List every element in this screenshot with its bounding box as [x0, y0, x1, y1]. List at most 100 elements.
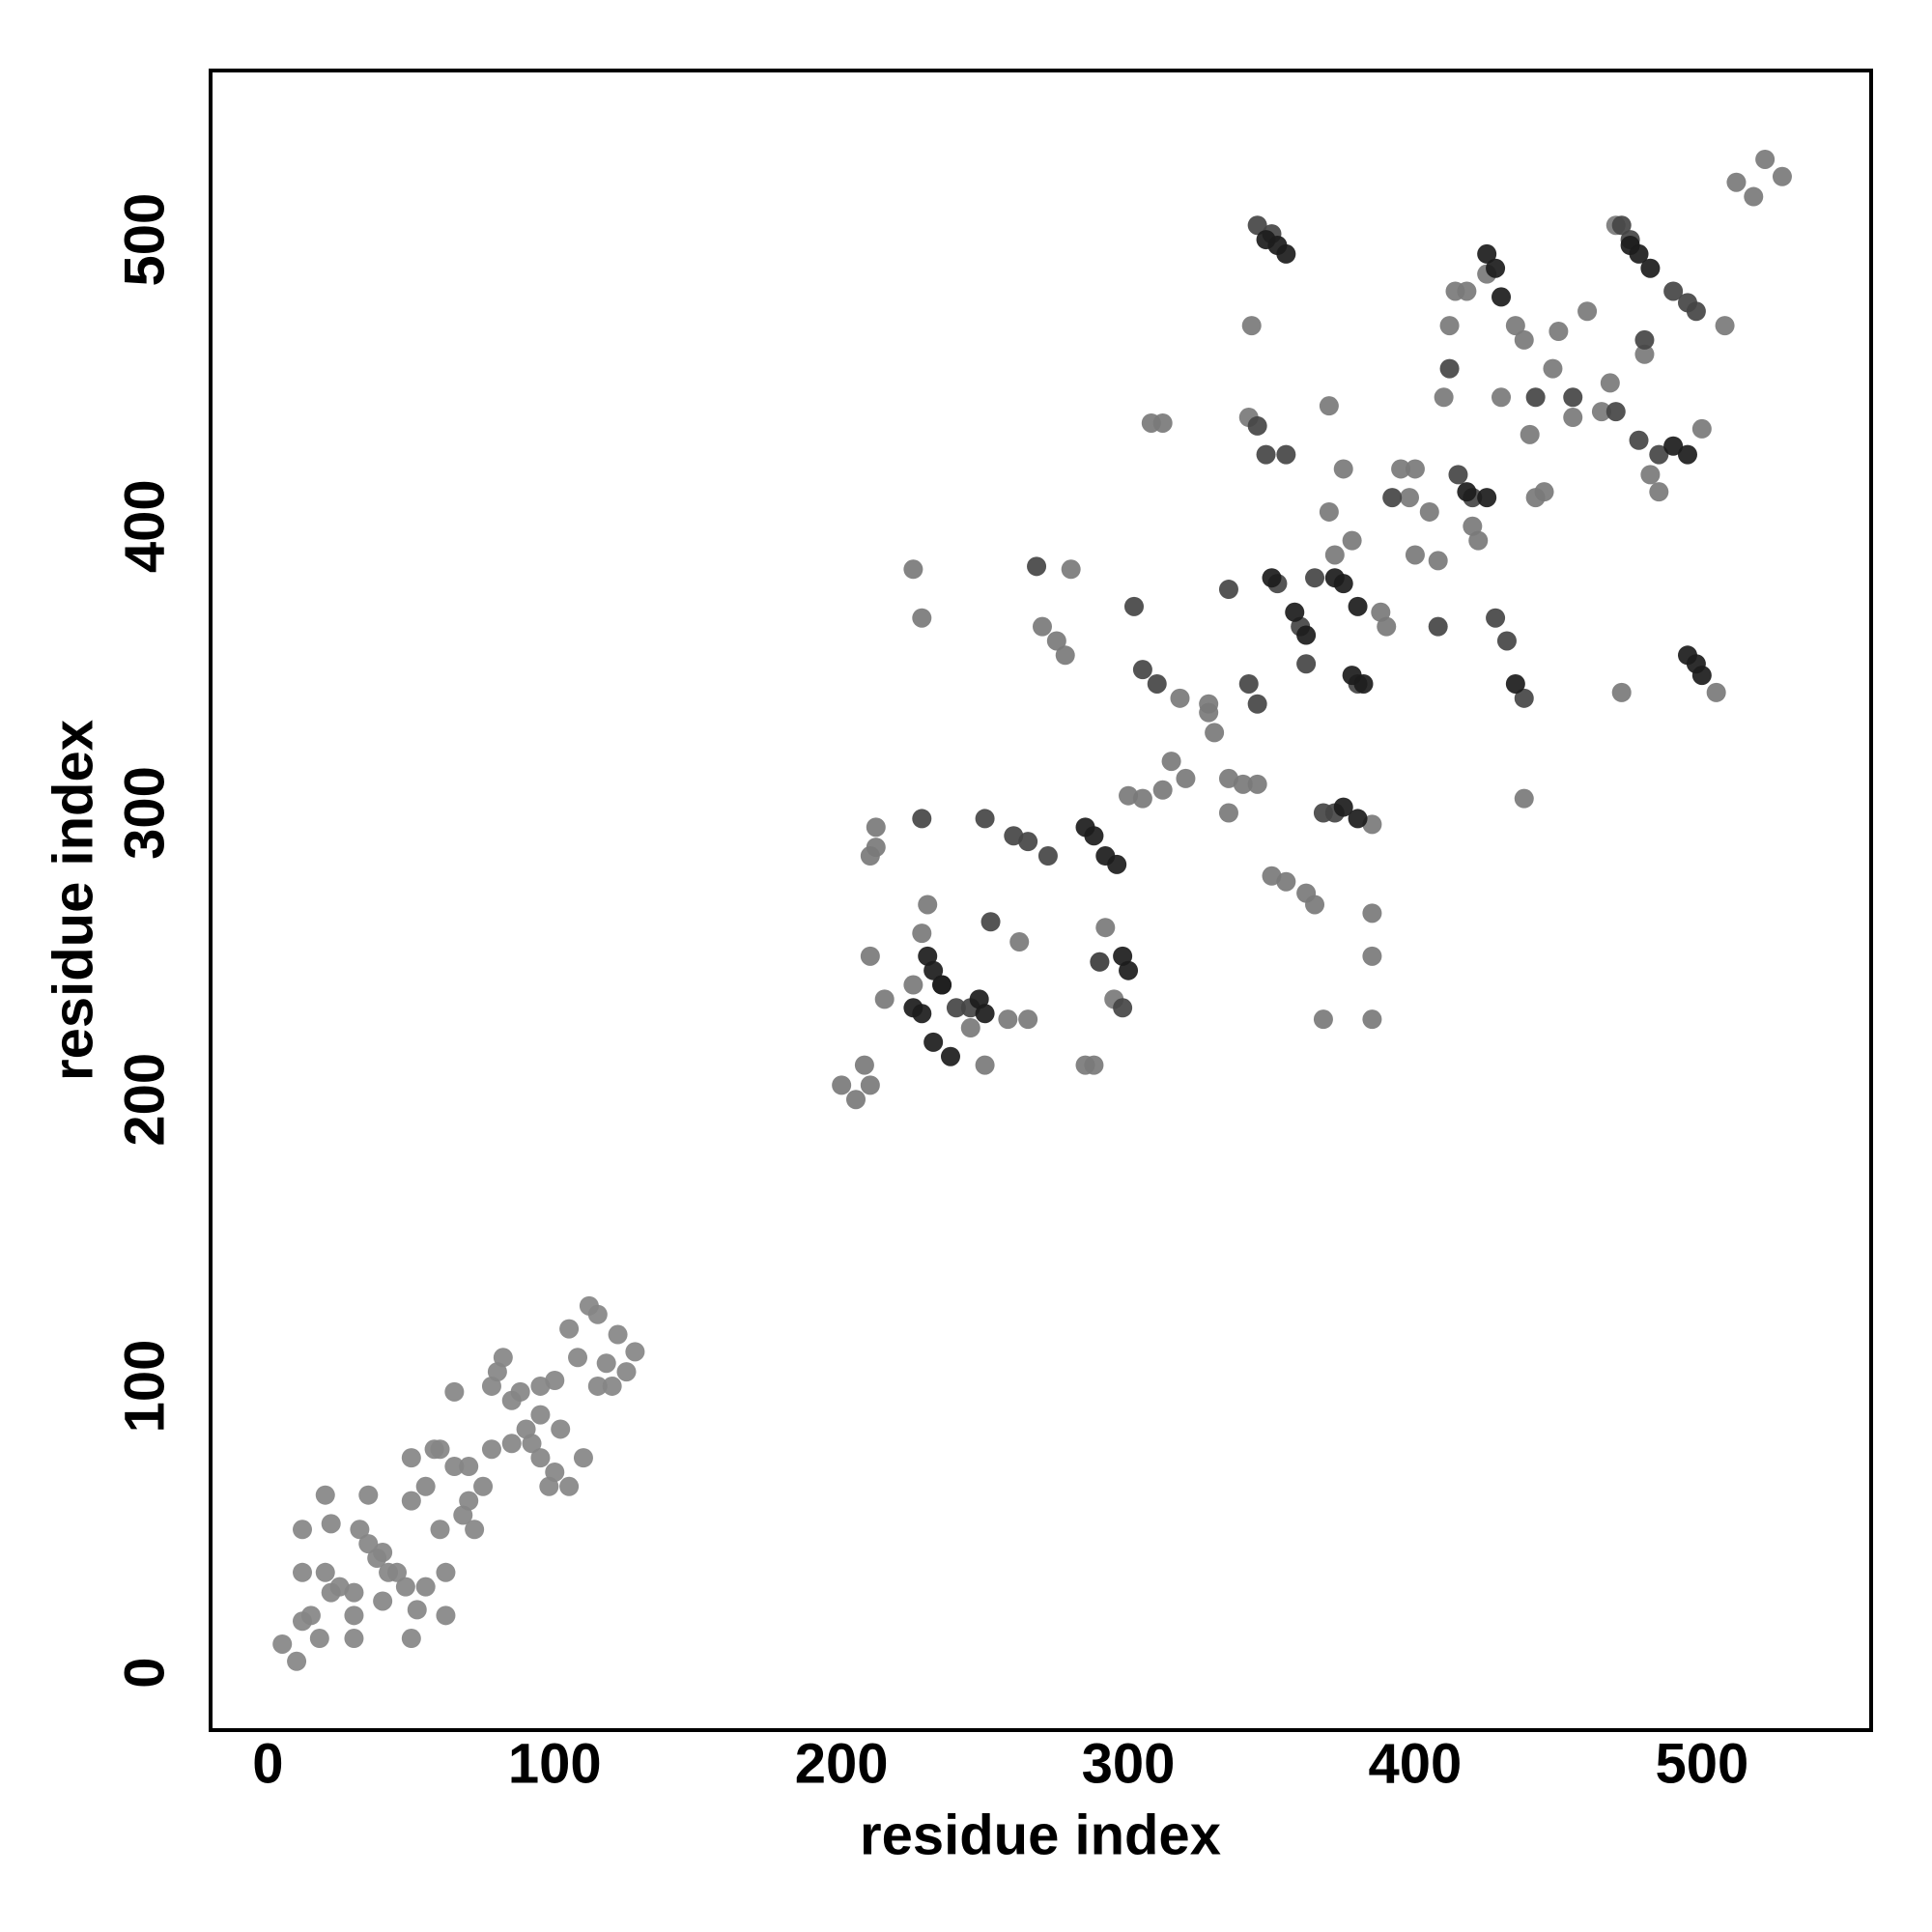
point — [344, 1605, 364, 1626]
point — [401, 1491, 421, 1511]
point — [1027, 556, 1047, 577]
point — [1348, 809, 1368, 829]
point — [1238, 673, 1259, 694]
point — [1123, 596, 1144, 616]
point — [975, 1004, 995, 1024]
point — [1629, 430, 1649, 450]
point — [1176, 768, 1196, 788]
point — [1391, 459, 1411, 479]
point — [602, 1376, 622, 1396]
point — [1686, 301, 1706, 322]
x-tick-label: 300 — [1082, 1732, 1176, 1795]
point — [1305, 568, 1325, 588]
point — [1152, 780, 1173, 800]
point — [401, 1629, 421, 1649]
point — [1362, 1009, 1382, 1030]
point — [386, 1562, 407, 1582]
point — [854, 1055, 874, 1075]
point — [1663, 436, 1684, 456]
point — [1199, 702, 1219, 723]
point — [1061, 559, 1081, 580]
point — [1691, 418, 1712, 439]
point — [1457, 281, 1477, 301]
point — [1319, 501, 1339, 522]
point — [1505, 316, 1525, 336]
point — [975, 809, 995, 829]
point — [559, 1476, 580, 1496]
point — [1439, 358, 1460, 379]
point — [1113, 998, 1133, 1018]
point — [1600, 373, 1620, 393]
point — [1241, 316, 1262, 336]
point — [1313, 1009, 1333, 1030]
point — [1296, 654, 1317, 674]
point — [1419, 501, 1439, 522]
point — [1428, 551, 1448, 571]
point — [1520, 424, 1540, 444]
point — [1629, 243, 1649, 264]
points — [272, 149, 1792, 1671]
point — [1543, 358, 1563, 379]
point — [493, 1348, 513, 1368]
point — [912, 1004, 932, 1024]
point — [1018, 1009, 1038, 1030]
point — [1256, 444, 1276, 465]
point — [1084, 1055, 1104, 1075]
point — [1262, 568, 1282, 588]
point — [573, 1448, 593, 1468]
point — [1362, 946, 1382, 966]
point — [510, 1381, 530, 1402]
point — [1018, 832, 1038, 852]
point — [444, 1457, 465, 1477]
point — [1276, 444, 1296, 465]
point — [932, 975, 952, 995]
point — [436, 1605, 456, 1626]
point — [358, 1534, 379, 1554]
point — [1496, 631, 1517, 651]
point — [568, 1348, 588, 1368]
point — [860, 1075, 880, 1095]
point — [846, 1090, 867, 1110]
point — [998, 1009, 1018, 1030]
y-tick-label: 300 — [113, 766, 176, 860]
point — [1400, 488, 1420, 508]
point — [1296, 625, 1317, 645]
point — [1324, 545, 1345, 565]
point — [625, 1342, 645, 1362]
point — [1640, 465, 1661, 485]
point — [1353, 673, 1374, 694]
point — [923, 1032, 944, 1052]
point — [1563, 408, 1583, 428]
point — [1634, 344, 1655, 364]
point — [1405, 459, 1425, 479]
point — [444, 1381, 465, 1402]
point — [1009, 932, 1030, 952]
y-tick-label: 0 — [113, 1658, 176, 1689]
point — [1046, 631, 1066, 651]
point — [1428, 616, 1448, 637]
point — [860, 846, 880, 867]
point — [1514, 788, 1534, 809]
point — [315, 1485, 335, 1505]
point — [1247, 694, 1267, 714]
point — [1132, 788, 1152, 809]
y-tick-label: 400 — [113, 479, 176, 573]
point — [1342, 530, 1362, 551]
point — [373, 1543, 393, 1563]
point — [1514, 329, 1534, 350]
point — [344, 1582, 364, 1603]
point — [1348, 596, 1368, 616]
point — [1486, 258, 1506, 278]
point — [1563, 387, 1583, 408]
point — [1247, 215, 1267, 236]
point — [481, 1439, 501, 1460]
point — [1090, 952, 1110, 972]
point — [1477, 243, 1497, 264]
x-tick-label: 100 — [508, 1732, 602, 1795]
point — [300, 1605, 321, 1626]
point — [923, 960, 944, 980]
point — [321, 1514, 341, 1534]
point — [946, 998, 966, 1018]
point — [473, 1476, 494, 1496]
